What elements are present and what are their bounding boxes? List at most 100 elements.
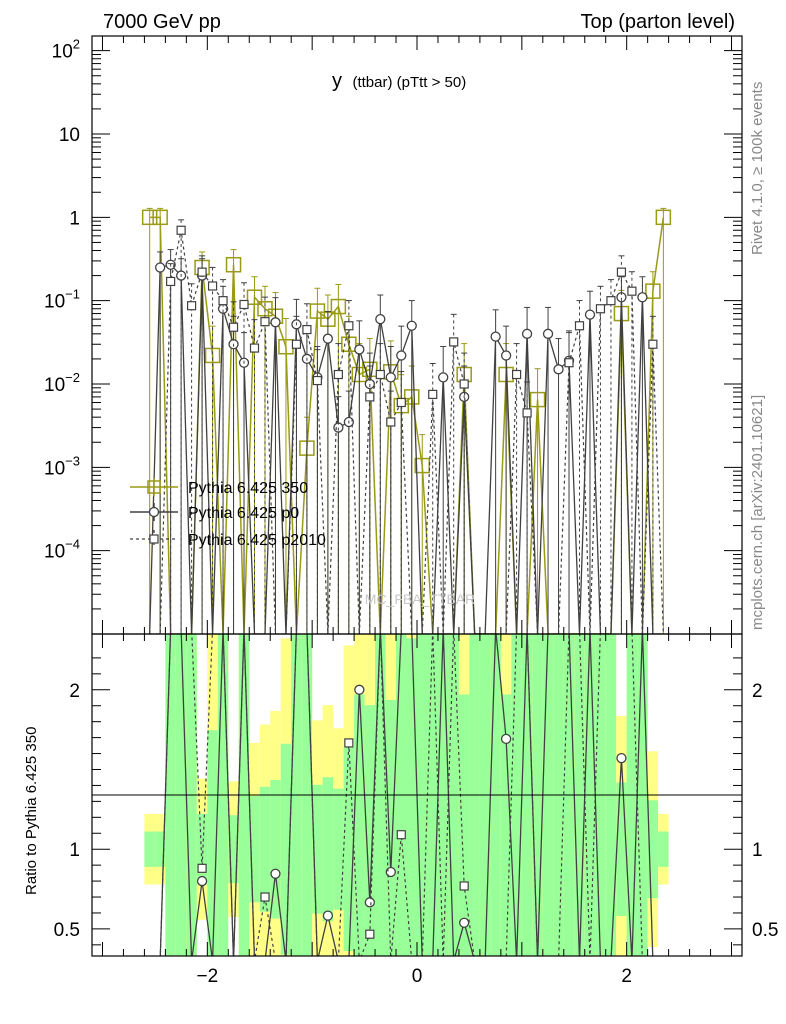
ratio-point-p0 xyxy=(616,752,627,764)
ratio-point-p2010 xyxy=(344,738,354,748)
point-p2010 xyxy=(648,339,658,349)
ratio-band-green xyxy=(616,782,627,916)
point-350 xyxy=(204,347,221,364)
y-tick-label: 1 xyxy=(69,208,80,229)
legend-entry-p0: Pythia 6.425 p0 xyxy=(130,503,299,522)
header-process: Top (parton level) xyxy=(580,11,735,33)
ratio-band-green xyxy=(280,743,292,955)
point-p2010 xyxy=(574,321,585,331)
ratio-band-green xyxy=(343,747,355,952)
plot-title-main: y xyxy=(332,70,342,92)
ratio-point-p2010 xyxy=(197,863,207,873)
point-p2010 xyxy=(375,369,385,380)
point-p2010 xyxy=(207,281,218,291)
point-p0 xyxy=(154,262,166,273)
legend: Pythia 6.425 350 Pythia 6.425 p0 Pythia … xyxy=(130,478,326,549)
point-p2010 xyxy=(344,321,354,331)
point-p0 xyxy=(553,364,564,375)
point-p0 xyxy=(375,314,386,325)
ratio-band-green xyxy=(333,788,344,910)
ratio-point-p2010 xyxy=(396,830,406,840)
plot-title: y (ttbar) (pTtt > 50) xyxy=(332,70,466,92)
ratio-band-green xyxy=(154,831,166,867)
point-350 xyxy=(414,457,430,474)
point-p0 xyxy=(542,328,554,339)
ratio-band-green xyxy=(354,694,365,956)
ratio-band-green xyxy=(647,800,659,899)
y-tick-label: 10−4 xyxy=(44,537,80,563)
main-plot-series xyxy=(141,207,672,634)
point-p2010 xyxy=(239,299,249,310)
ratio-plot-series xyxy=(159,634,654,956)
point-p0 xyxy=(438,372,449,383)
point-350 xyxy=(330,298,347,315)
point-p2010 xyxy=(627,286,637,296)
ratio-y-tick-label-right: 1 xyxy=(752,840,763,861)
point-p2010 xyxy=(459,379,469,389)
point-p0 xyxy=(396,350,407,361)
point-p2010 xyxy=(449,337,459,347)
point-p0 xyxy=(322,333,334,344)
ratio-band-green xyxy=(196,813,208,885)
ratio-point-p0 xyxy=(196,875,208,887)
point-p2010 xyxy=(616,267,627,277)
ratio-band-green xyxy=(322,777,334,922)
ratio-point-p0 xyxy=(354,684,365,695)
ratio-point-p2010 xyxy=(459,881,469,891)
ratio-band-green xyxy=(228,815,239,884)
legend-entry-p2010: Pythia 6.425 p2010 xyxy=(130,530,326,549)
x-tick-label: 2 xyxy=(621,966,632,987)
legend-label-350: Pythia 6.425 350 xyxy=(188,480,308,497)
ratio-line-1 xyxy=(159,634,654,956)
ratio-band-green xyxy=(207,730,218,956)
point-p0 xyxy=(270,317,281,328)
point-350 xyxy=(246,289,263,305)
ratio-point-p0 xyxy=(459,917,470,928)
point-p2010 xyxy=(511,369,522,380)
y-tick-label: 10−1 xyxy=(44,287,80,313)
point-p2010 xyxy=(176,225,186,235)
ratio-band-green xyxy=(458,694,470,956)
ratio-y-tick-label-right: 2 xyxy=(752,681,763,702)
ratio-y-tick-label: 2 xyxy=(69,681,80,702)
x-tick-label: −2 xyxy=(196,966,218,987)
ratio-band-green xyxy=(249,796,260,903)
x-tick-label: 0 xyxy=(412,966,423,987)
ratio-band-green xyxy=(658,831,669,867)
series-line-1 xyxy=(149,263,664,634)
point-p2010 xyxy=(228,322,239,332)
ratio-band-green xyxy=(385,700,397,956)
point-p0 xyxy=(490,331,501,342)
point-p2010 xyxy=(186,301,197,311)
point-350 xyxy=(152,209,168,226)
ratio-band-green xyxy=(270,779,281,919)
y-tick-label: 10−3 xyxy=(44,453,80,479)
point-p2010 xyxy=(595,304,606,314)
ratio-band-green xyxy=(500,694,512,956)
ratio-band-green xyxy=(259,786,271,912)
point-350 xyxy=(529,391,546,408)
point-350 xyxy=(141,209,158,226)
ratio-point-p0 xyxy=(322,910,334,921)
y-tick-label: 10 xyxy=(59,125,80,146)
ratio-ylabel: Ratio to Pythia 6.425 350 xyxy=(23,727,40,895)
point-p2010 xyxy=(302,324,312,335)
ratio-y-tick-label: 1 xyxy=(69,840,80,861)
point-p2010 xyxy=(564,358,574,368)
analysis-watermark: MC_FBA_TTBAR xyxy=(365,591,475,607)
ratio-band-green xyxy=(312,784,323,914)
point-p0 xyxy=(500,350,512,361)
ratio-y-tick-label-right: 0.5 xyxy=(752,920,778,941)
point-p2010 xyxy=(522,408,532,418)
point-p0 xyxy=(354,344,365,355)
ratio-point-p0 xyxy=(364,897,375,908)
ratio-point-p2010 xyxy=(365,929,375,939)
point-p2010 xyxy=(396,397,406,408)
ratio-line-2 xyxy=(159,634,643,956)
point-p2010 xyxy=(333,369,343,380)
rivet-label: Rivet 4.1.0, ≥ 100k events xyxy=(749,82,766,255)
point-350 xyxy=(645,283,661,299)
point-p0 xyxy=(406,320,417,331)
point-p0 xyxy=(637,292,648,303)
